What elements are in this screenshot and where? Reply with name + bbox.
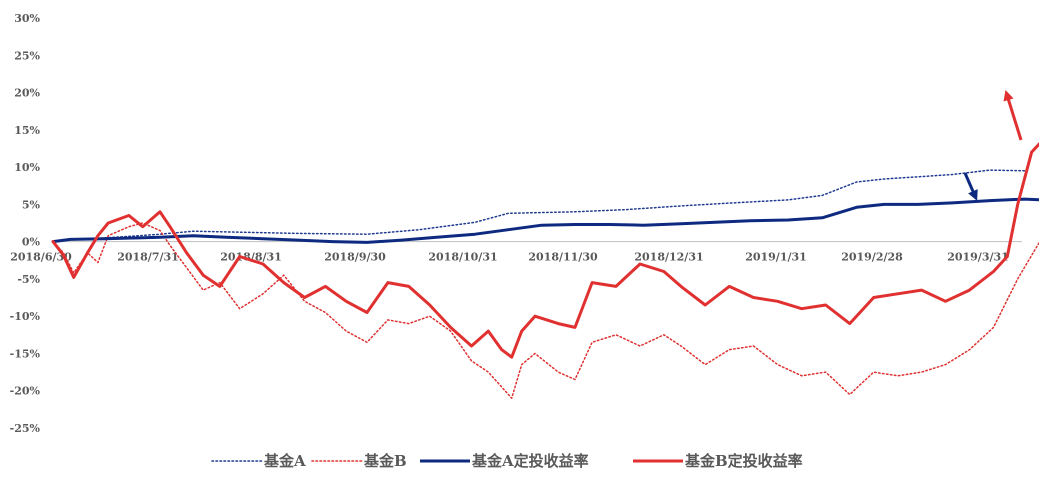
series-line-fund-b-dca [51,142,1039,359]
y-tick-label: 30% [14,12,40,25]
x-tick-label: 2019/1/31 [745,251,807,264]
legend-label-fund-a: 基金A [263,452,306,470]
legend-item-fund-a: 基金A [211,452,306,470]
y-tick-label: -15% [10,347,41,360]
series-layer [51,142,1039,399]
legend-item-fund-b-dca: 基金B定投收益率 [633,452,803,470]
legend-label-fund-a-dca: 基金A定投收益率 [471,452,589,470]
y-tick-label: -25% [10,422,41,435]
series-line-fund-a-dca [51,197,1039,244]
legend-label-fund-b-dca: 基金B定投收益率 [684,452,803,470]
y-tick-label: -5% [17,273,40,286]
x-axis-labels: 2018/6/30 2018/7/31 2018/8/31 2018/9/30 2018… [10,251,1009,264]
y-tick-label: -20% [10,385,41,398]
legend: 基金A 基金B 基金A定投收益率 基金B定投收益率 [211,452,803,470]
annotation-arrow-blue [963,172,978,201]
series-line-fund-b [52,222,1039,399]
series-line-fund-a [52,169,1026,243]
legend-item-fund-b: 基金B [311,452,407,470]
x-tick-label: 2018/9/30 [324,251,386,264]
x-tick-label: 2018/12/31 [634,251,703,264]
legend-label-fund-b: 基金B [363,452,407,470]
x-tick-label: 2019/2/28 [841,251,903,264]
y-axis-labels: 30% 25% 20% 15% 10% 5% 0% -5% -10% -15% -20% -25% [10,12,41,435]
x-tick-label: 2018/6/30 [10,251,72,264]
legend-item-fund-a-dca: 基金A定投收益率 [420,452,589,470]
annotation-arrows [963,89,1023,201]
y-tick-label: 20% [14,87,40,100]
y-tick-label: 0% [22,236,41,249]
y-tick-label: 15% [14,124,40,137]
x-tick-label: 2018/7/31 [117,251,179,264]
y-tick-label: 10% [14,161,40,174]
x-tick-label: 2018/10/31 [428,251,497,264]
y-tick-label: -10% [10,310,41,323]
annotation-arrow-red [1003,89,1023,141]
y-tick-label: 25% [14,49,40,62]
y-tick-label: 5% [22,198,41,211]
x-tick-label: 2018/11/30 [528,251,598,264]
x-tick-label: 2019/3/31 [947,251,1009,264]
